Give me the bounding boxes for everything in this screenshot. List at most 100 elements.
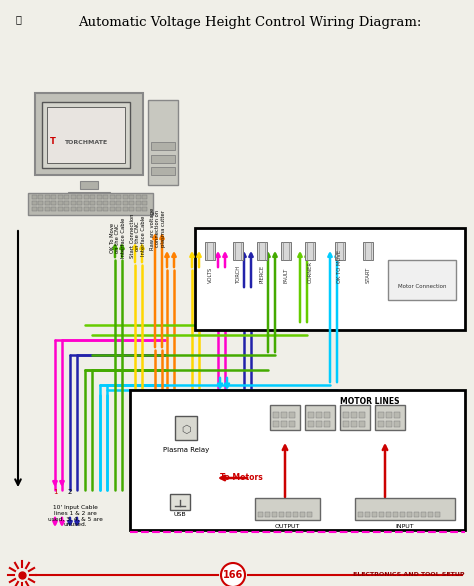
- Text: INPUT: INPUT: [396, 524, 414, 530]
- Bar: [151, 155, 175, 163]
- Bar: [358, 512, 363, 517]
- Text: FAULT: FAULT: [283, 268, 289, 283]
- Bar: [258, 512, 263, 517]
- Bar: [363, 242, 373, 260]
- Bar: [386, 421, 392, 427]
- Text: TORCH: TORCH: [236, 265, 240, 283]
- Bar: [78, 201, 82, 205]
- Bar: [359, 421, 365, 427]
- Bar: [293, 512, 298, 517]
- Text: 166: 166: [223, 570, 243, 580]
- Bar: [84, 201, 89, 205]
- Bar: [64, 201, 70, 205]
- Bar: [103, 201, 109, 205]
- Bar: [151, 167, 175, 175]
- Bar: [129, 201, 135, 205]
- Text: OK To Move
on the CNC
Interface Cable: OK To Move on the CNC Interface Cable: [109, 217, 126, 258]
- Text: VOLTS: VOLTS: [208, 267, 212, 283]
- Bar: [151, 142, 175, 150]
- Bar: [205, 242, 215, 260]
- Bar: [110, 207, 115, 211]
- Text: Automatic Voltage Height Control Wiring Diagram:: Automatic Voltage Height Control Wiring …: [78, 16, 422, 29]
- Bar: [281, 412, 287, 418]
- Bar: [97, 195, 102, 199]
- Bar: [143, 201, 147, 205]
- Bar: [84, 207, 89, 211]
- Bar: [32, 201, 37, 205]
- Bar: [45, 207, 50, 211]
- Bar: [308, 421, 314, 427]
- Bar: [378, 421, 384, 427]
- Bar: [123, 207, 128, 211]
- Bar: [414, 512, 419, 517]
- Bar: [64, 195, 70, 199]
- Bar: [359, 412, 365, 418]
- Bar: [388, 260, 456, 300]
- Bar: [143, 207, 147, 211]
- Bar: [71, 195, 76, 199]
- Bar: [316, 412, 322, 418]
- Bar: [28, 193, 153, 215]
- Text: T: T: [50, 138, 56, 146]
- Bar: [324, 412, 330, 418]
- Bar: [32, 207, 37, 211]
- Bar: [52, 207, 56, 211]
- Bar: [308, 412, 314, 418]
- Bar: [394, 421, 400, 427]
- Bar: [97, 207, 102, 211]
- Bar: [110, 201, 115, 205]
- Bar: [148, 100, 178, 185]
- Bar: [78, 207, 82, 211]
- Bar: [143, 195, 147, 199]
- Bar: [351, 421, 357, 427]
- Bar: [195, 228, 465, 330]
- Bar: [265, 512, 270, 517]
- Text: OUTPUT: OUTPUT: [274, 524, 300, 530]
- Bar: [38, 195, 44, 199]
- Bar: [421, 512, 426, 517]
- Text: Plasma Relay: Plasma Relay: [163, 447, 209, 453]
- Bar: [365, 512, 370, 517]
- Bar: [343, 421, 349, 427]
- Text: USB: USB: [173, 513, 186, 517]
- Bar: [386, 412, 392, 418]
- Bar: [110, 195, 115, 199]
- Bar: [378, 412, 384, 418]
- Text: 1: 1: [53, 489, 57, 495]
- Bar: [340, 405, 370, 430]
- Bar: [58, 195, 63, 199]
- Text: 10' Input Cable
lines 1 & 2 are
used, 3, 4, & 5 are
unused.: 10' Input Cable lines 1 & 2 are used, 3,…: [47, 505, 102, 527]
- Text: 🔧: 🔧: [15, 14, 21, 24]
- Bar: [84, 195, 89, 199]
- Bar: [64, 207, 70, 211]
- Bar: [136, 201, 141, 205]
- Bar: [58, 207, 63, 211]
- Bar: [286, 512, 291, 517]
- Bar: [71, 207, 76, 211]
- Text: Motor Connection: Motor Connection: [398, 284, 446, 288]
- Bar: [386, 512, 391, 517]
- Bar: [289, 421, 295, 427]
- Bar: [289, 412, 295, 418]
- Text: Raw arc voltage
connection on
plasma cutter: Raw arc voltage connection on plasma cut…: [150, 208, 166, 250]
- Bar: [307, 512, 312, 517]
- Bar: [272, 512, 277, 517]
- Text: TORCHMATE: TORCHMATE: [64, 139, 108, 145]
- Bar: [91, 207, 95, 211]
- Bar: [52, 201, 56, 205]
- Bar: [97, 201, 102, 205]
- Bar: [305, 242, 315, 260]
- Bar: [38, 207, 44, 211]
- Bar: [123, 195, 128, 199]
- Text: CORNER: CORNER: [308, 261, 312, 283]
- Bar: [255, 498, 320, 520]
- Bar: [273, 412, 279, 418]
- Bar: [68, 192, 110, 197]
- Text: MOTOR LINES: MOTOR LINES: [340, 397, 400, 407]
- Bar: [379, 512, 384, 517]
- Bar: [80, 181, 98, 189]
- Bar: [316, 421, 322, 427]
- Bar: [233, 242, 243, 260]
- Text: ELECTRONICS AND TOOL SETUP: ELECTRONICS AND TOOL SETUP: [354, 573, 465, 577]
- Bar: [305, 405, 335, 430]
